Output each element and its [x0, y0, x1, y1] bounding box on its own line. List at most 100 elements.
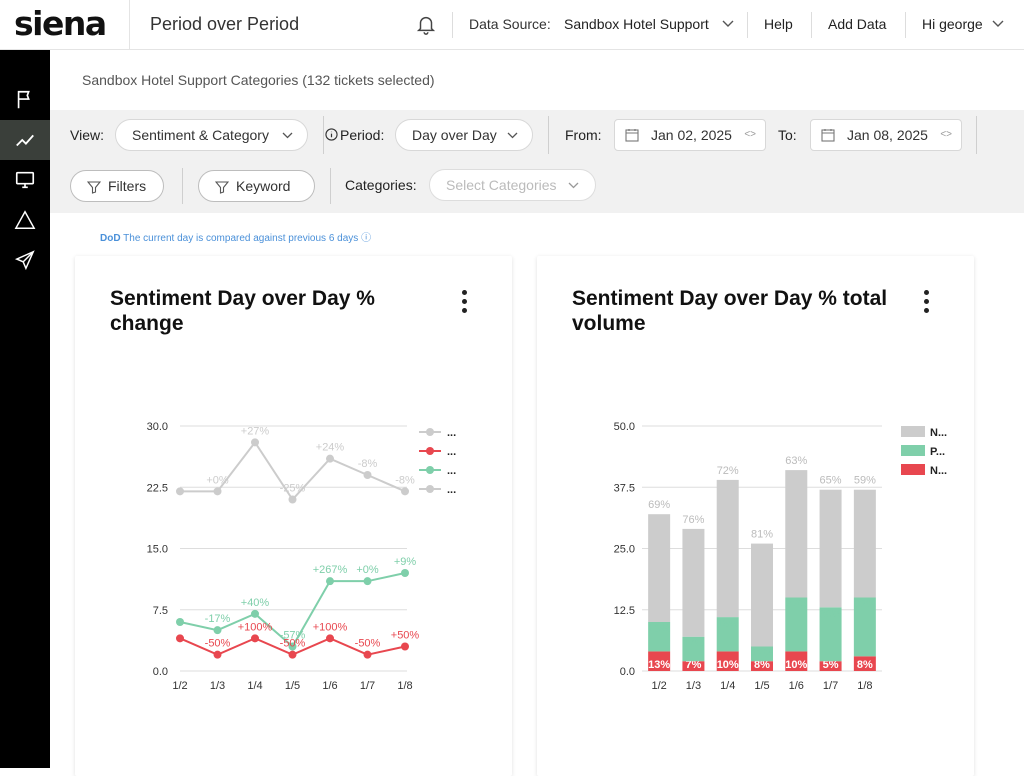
bell-icon[interactable]	[415, 13, 437, 35]
help-link[interactable]: Help	[764, 16, 793, 32]
categories-select[interactable]: Select Categories	[429, 169, 596, 201]
y-tick-label: 12.5	[614, 605, 635, 617]
data-point	[363, 650, 372, 659]
dod-abbr: DoD	[100, 233, 121, 244]
data-source-select[interactable]: Sandbox Hotel Support	[564, 16, 709, 32]
data-label: +267%	[313, 564, 348, 576]
bar-segment	[682, 636, 705, 662]
x-tick-label: 1/7	[823, 680, 838, 692]
sidebar-item-trend[interactable]	[0, 120, 50, 160]
chevron-down-icon[interactable]	[722, 18, 734, 28]
from-label: From:	[565, 127, 602, 143]
x-tick-label: 1/5	[285, 680, 300, 692]
data-point	[326, 634, 334, 643]
y-tick-label: 25.0	[614, 544, 635, 556]
stacked-bar-chart: 0.0 12.5 25.0 37.5 50.0 1/2 1/3 1/4 1/5 1/6 1/7 1/8…	[614, 421, 948, 692]
chevron-down-icon	[282, 132, 293, 139]
legend-marker	[426, 447, 434, 455]
data-source-label: Data Source:	[469, 16, 551, 32]
sidebar-item-alert[interactable]	[0, 200, 50, 240]
data-point	[288, 642, 297, 651]
data-point	[251, 609, 259, 618]
data-point	[251, 438, 259, 447]
x-tick-label: 1/8	[857, 680, 872, 692]
data-point	[326, 454, 334, 463]
data-label: 27%	[785, 599, 807, 611]
info-icon[interactable]: ⓘ	[361, 233, 372, 244]
period-select[interactable]: Day over Day	[395, 119, 533, 151]
legend-swatch	[901, 445, 925, 456]
data-label: 19%	[648, 623, 670, 635]
data-label: 8%	[857, 659, 873, 671]
data-point	[176, 487, 184, 496]
data-point	[213, 487, 222, 496]
data-label: -50%	[205, 638, 231, 650]
data-point	[288, 650, 297, 659]
data-label: +100%	[238, 621, 273, 633]
data-point	[363, 577, 372, 586]
from-date-value: Jan 02, 2025	[651, 127, 732, 143]
legend-marker	[426, 485, 434, 493]
divider	[976, 116, 977, 154]
bar-segment	[648, 622, 671, 652]
data-label: -50%	[280, 638, 306, 650]
monitor-icon	[15, 171, 35, 189]
filters-button[interactable]: Filters	[70, 170, 164, 202]
x-tick-label: 1/2	[651, 680, 666, 692]
legend-label: N...	[930, 465, 947, 477]
data-label: 32%	[854, 599, 876, 611]
x-tick-label: 1/8	[397, 680, 412, 692]
legend-swatch	[901, 464, 925, 475]
chevron-down-icon	[507, 132, 518, 139]
sidebar-item-flag[interactable]	[0, 80, 50, 120]
bar-segment	[853, 656, 876, 671]
bar-chart-card: Sentiment Day over Day % total volume 0.…	[537, 256, 974, 776]
data-label: 63%	[785, 455, 807, 467]
bar-segment	[751, 646, 773, 662]
trend-icon	[16, 134, 34, 147]
data-point	[176, 634, 184, 643]
data-label: 13%	[648, 659, 670, 671]
sidebar-item-send[interactable]	[0, 240, 50, 280]
legend-label: ...	[447, 484, 456, 496]
data-label: -25%	[280, 483, 306, 495]
legend-swatch	[901, 426, 925, 437]
chevron-down-icon[interactable]	[992, 18, 1004, 28]
data-label: 81%	[751, 529, 773, 541]
to-date-input[interactable]: Jan 08, 2025 <>	[810, 119, 962, 151]
legend-marker	[426, 428, 434, 436]
x-tick-label: 1/2	[172, 680, 187, 692]
y-tick-label: 7.5	[153, 605, 168, 617]
keyword-button[interactable]: Keyword	[198, 170, 315, 202]
from-date-input[interactable]: Jan 02, 2025 <>	[614, 119, 766, 151]
selection-summary: Sandbox Hotel Support Categories (132 ti…	[82, 72, 435, 88]
data-label: 5%	[823, 659, 839, 671]
divider	[905, 12, 906, 38]
bar-segment	[819, 661, 842, 671]
info-icon	[325, 128, 338, 141]
data-label: 12%	[751, 648, 773, 660]
filter-icon	[215, 181, 229, 194]
data-point	[363, 471, 372, 479]
y-tick-label: 15.0	[147, 544, 168, 556]
bar-segment	[682, 661, 705, 671]
chart-title: Sentiment Day over Day % total volume	[572, 287, 888, 335]
more-options-icon[interactable]	[462, 290, 468, 316]
data-point	[401, 487, 409, 496]
data-label: 59%	[854, 475, 876, 487]
more-options-icon[interactable]	[924, 290, 930, 316]
siena-logo[interactable]: siena	[14, 4, 107, 43]
user-menu[interactable]: Hi george	[922, 16, 983, 32]
view-value: Sentiment & Category	[132, 127, 269, 143]
data-point	[251, 634, 259, 643]
x-tick-label: 1/4	[720, 680, 735, 692]
view-select[interactable]: Sentiment & Category	[115, 119, 308, 151]
sidebar-item-monitor[interactable]	[0, 160, 50, 200]
divider	[182, 168, 183, 204]
add-data-button[interactable]: Add Data	[828, 16, 887, 32]
data-label: -50%	[355, 638, 381, 650]
bar-segment	[716, 479, 739, 618]
y-tick-label: 0.0	[620, 666, 635, 678]
data-point	[401, 642, 409, 651]
data-label: 18%	[717, 618, 739, 630]
